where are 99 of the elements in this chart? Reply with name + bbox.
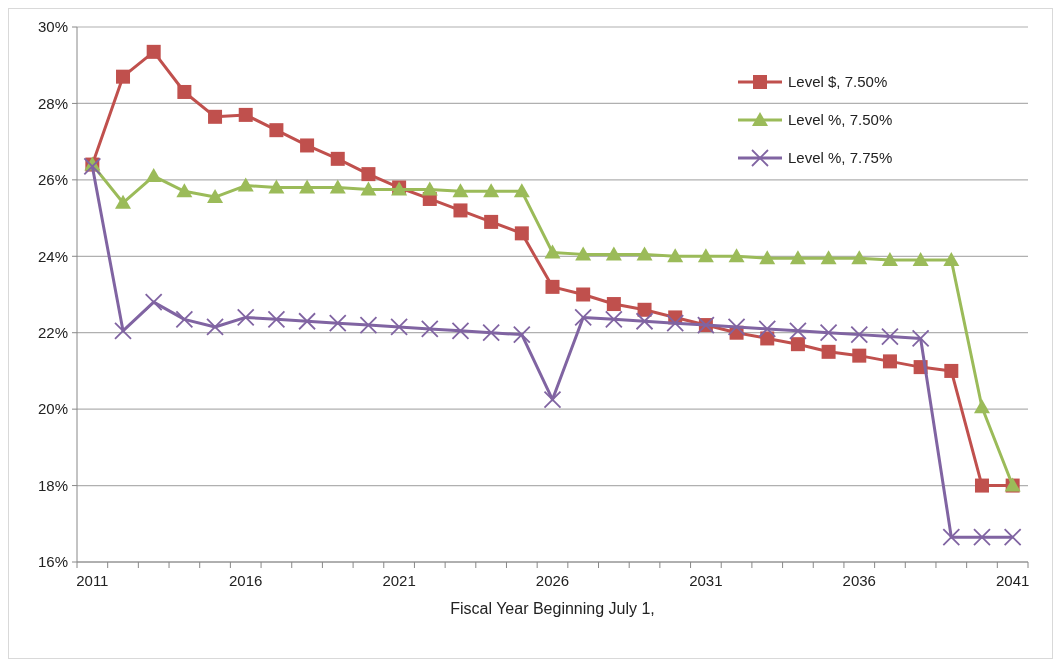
y-tick-label: 26% xyxy=(37,171,68,189)
y-tick-label: 28% xyxy=(37,94,68,112)
point xyxy=(944,363,959,378)
point xyxy=(605,246,622,261)
point xyxy=(145,168,162,183)
point xyxy=(360,181,377,196)
point xyxy=(543,390,562,409)
point xyxy=(329,179,346,194)
point xyxy=(514,226,529,241)
x-tick-label: 2036 xyxy=(842,572,876,589)
point xyxy=(759,250,776,265)
x-tick-label: 2041 xyxy=(995,572,1030,589)
x-tick-label: 2026 xyxy=(535,572,570,589)
point xyxy=(819,323,838,342)
x-tick-label: 2016 xyxy=(229,572,263,589)
point xyxy=(177,84,192,99)
point xyxy=(236,308,255,327)
point xyxy=(545,279,560,294)
point xyxy=(176,183,193,198)
point xyxy=(943,252,960,267)
y-tick-label: 20% xyxy=(37,400,68,418)
point xyxy=(912,252,929,267)
point xyxy=(298,312,316,331)
point xyxy=(83,157,102,176)
point xyxy=(574,308,593,327)
point xyxy=(115,194,132,209)
point xyxy=(420,319,439,338)
point xyxy=(821,344,836,359)
point xyxy=(453,203,468,218)
point xyxy=(361,167,376,182)
point xyxy=(267,310,286,329)
point xyxy=(882,354,897,369)
point xyxy=(637,302,652,317)
point xyxy=(116,69,131,84)
point xyxy=(635,312,654,331)
point xyxy=(359,316,378,334)
point xyxy=(421,181,438,196)
legend-label: Level %, 7.75% xyxy=(788,149,893,167)
point xyxy=(911,329,930,348)
y-tick-label: 16% xyxy=(37,553,68,571)
x-tick-label: 2021 xyxy=(382,572,416,589)
point xyxy=(790,337,805,352)
point xyxy=(604,310,623,329)
point xyxy=(144,293,163,312)
point xyxy=(942,528,961,547)
point xyxy=(850,325,869,344)
point xyxy=(175,310,194,329)
point xyxy=(666,314,685,333)
point xyxy=(328,314,347,333)
point xyxy=(390,318,409,336)
point xyxy=(482,323,501,342)
point xyxy=(973,399,990,414)
point xyxy=(758,319,777,338)
point xyxy=(697,248,714,263)
x-tick-label: 2031 xyxy=(689,572,723,589)
point xyxy=(269,123,284,138)
point xyxy=(237,177,254,192)
legend-label: Level %, 7.50% xyxy=(788,111,893,129)
point xyxy=(268,179,285,194)
point xyxy=(820,250,837,265)
x-axis-title: Fiscal Year Beginning July 1, xyxy=(450,600,655,617)
point xyxy=(576,287,591,302)
point xyxy=(727,318,746,336)
point xyxy=(483,183,500,198)
point xyxy=(208,109,223,124)
point xyxy=(974,478,989,493)
point xyxy=(1003,528,1022,547)
point xyxy=(513,183,530,198)
point xyxy=(146,44,161,59)
point xyxy=(636,246,653,261)
point xyxy=(575,246,592,261)
y-tick-label: 24% xyxy=(37,247,68,265)
point xyxy=(881,252,898,267)
point xyxy=(851,250,868,265)
point xyxy=(207,189,224,204)
point xyxy=(512,325,531,344)
point xyxy=(544,244,561,259)
y-tick-label: 30% xyxy=(37,18,68,36)
point xyxy=(484,214,499,229)
point xyxy=(973,528,991,547)
x-tick-label: 2011 xyxy=(76,572,109,589)
point xyxy=(451,321,470,340)
legend-label: Level $, 7.50% xyxy=(788,73,888,91)
point xyxy=(452,183,469,198)
point xyxy=(881,327,899,346)
point xyxy=(114,321,132,340)
y-tick-label: 18% xyxy=(37,476,68,494)
point xyxy=(852,348,867,363)
point xyxy=(606,297,621,312)
point xyxy=(330,151,345,166)
y-tick-label: 22% xyxy=(37,323,68,341)
point xyxy=(667,248,684,263)
point xyxy=(789,321,807,340)
point xyxy=(299,179,316,194)
point xyxy=(728,248,745,263)
point xyxy=(789,250,806,265)
point xyxy=(300,138,315,153)
point xyxy=(206,318,224,336)
point xyxy=(238,107,253,122)
